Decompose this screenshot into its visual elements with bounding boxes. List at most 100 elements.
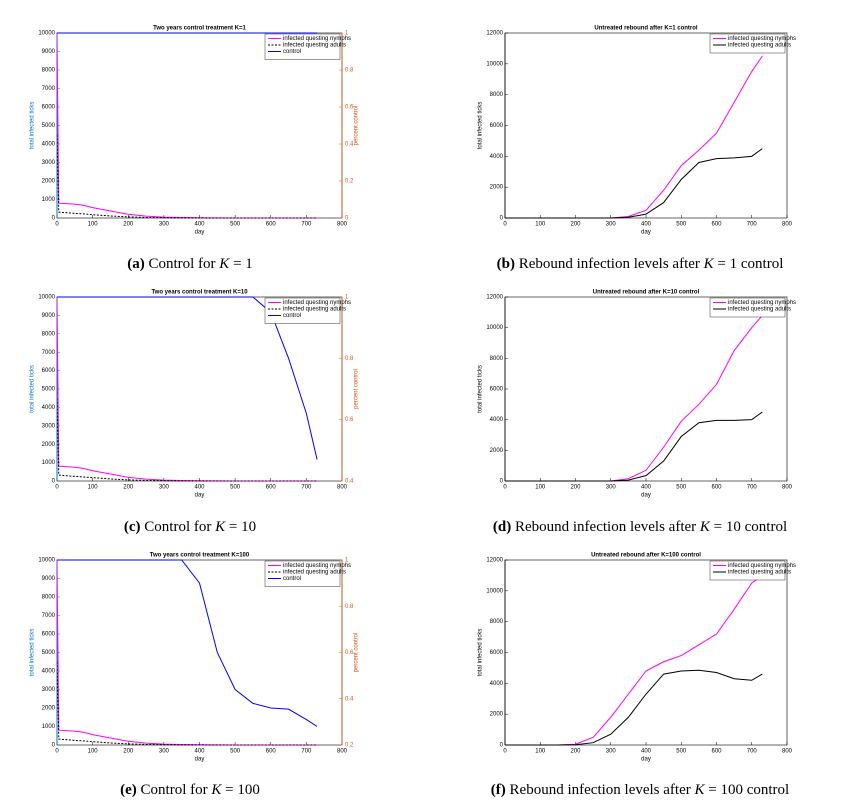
y-tick-label: 9000 bbox=[42, 313, 56, 319]
caption-label: (b) bbox=[496, 256, 515, 272]
y-tick-label: 4000 bbox=[42, 142, 56, 148]
x-tick-label: 500 bbox=[676, 485, 687, 491]
lines bbox=[57, 32, 318, 219]
y2-tick-label: 0.6 bbox=[345, 105, 354, 111]
x-tick-label: 400 bbox=[641, 222, 652, 228]
caption-var: K bbox=[699, 519, 710, 535]
y2-tick-label: 0.6 bbox=[345, 650, 354, 656]
y-tick-label: 2000 bbox=[42, 442, 56, 448]
y-tick-label: 12000 bbox=[486, 31, 503, 37]
x-tick-label: 200 bbox=[570, 485, 581, 491]
chart-title: Two years control treatment K=1 bbox=[153, 26, 246, 32]
x-tick-label: 0 bbox=[55, 749, 59, 755]
x-tick-label: 400 bbox=[194, 222, 205, 228]
y-tick-label: 10000 bbox=[38, 558, 55, 564]
x-tick-label: 0 bbox=[55, 222, 59, 228]
chart-title: Untreated rebound after K=100 control bbox=[591, 553, 701, 559]
plot-area bbox=[504, 32, 788, 219]
x-tick-label: 400 bbox=[194, 485, 205, 491]
y-tick-label: 10000 bbox=[38, 295, 55, 301]
x-tick-label: 800 bbox=[337, 749, 348, 755]
caption: (a) Control for K = 1 bbox=[127, 256, 253, 273]
x-tick-label: 700 bbox=[747, 222, 758, 228]
caption: (e) Control for K = 100 bbox=[120, 782, 260, 799]
y-tick-label: 8000 bbox=[490, 619, 504, 625]
y2-tick-label: 1 bbox=[345, 558, 349, 564]
x-tick-label: 500 bbox=[230, 485, 241, 491]
y-tick-label: 0 bbox=[500, 216, 504, 222]
y-tick-label: 2000 bbox=[42, 706, 56, 712]
plot-area bbox=[56, 296, 343, 482]
lines bbox=[57, 559, 318, 746]
caption: (b) Rebound infection levels after K = 1… bbox=[497, 256, 784, 273]
y2-tick-label: 1 bbox=[345, 295, 349, 301]
legend-label: infected questing nymphs bbox=[283, 36, 351, 42]
series-line bbox=[57, 32, 318, 219]
y-tick-label: 8000 bbox=[490, 92, 504, 98]
legend-box bbox=[709, 560, 786, 581]
chart-title: Two years control treatment K=10 bbox=[151, 290, 248, 296]
x-tick-label: 200 bbox=[570, 222, 581, 228]
x-tick-label: 300 bbox=[159, 749, 170, 755]
legend-label: infected questing adults bbox=[283, 570, 346, 576]
legend-label: infected questing adults bbox=[283, 43, 346, 49]
x-tick-label: 200 bbox=[123, 749, 134, 755]
caption-text: Control for bbox=[148, 256, 216, 272]
series-line bbox=[57, 296, 318, 482]
y2-tick-label: 0.4 bbox=[345, 696, 354, 702]
y2-axis-label: percent control bbox=[354, 106, 360, 146]
y-tick-label: 0 bbox=[52, 743, 56, 749]
y-tick-label: 0 bbox=[52, 216, 56, 222]
caption-text: = 10 bbox=[228, 519, 257, 535]
y-tick-label: 6000 bbox=[42, 632, 56, 638]
x-tick-label: 500 bbox=[230, 222, 241, 228]
caption-var: K bbox=[219, 256, 230, 272]
chart-panel: Two years control treatment K=10 100 200 30… bbox=[30, 26, 360, 236]
y-tick-label: 9000 bbox=[42, 49, 56, 55]
legend-box bbox=[709, 33, 786, 54]
y-tick-label: 6000 bbox=[490, 650, 504, 656]
caption-text: Rebound infection levels after bbox=[518, 256, 700, 272]
x-tick-label: 0 bbox=[503, 222, 507, 228]
chart-panel: Untreated rebound after K=10 control 0 100… bbox=[478, 290, 796, 499]
x-tick-label: 600 bbox=[711, 222, 722, 228]
x-tick-label: 700 bbox=[301, 485, 312, 491]
y-axis-label: total infected ticks bbox=[478, 102, 484, 150]
chart-panel: Untreated rebound after K=1 control 0 100 2… bbox=[478, 26, 796, 236]
series-line bbox=[505, 411, 763, 482]
legend-label: infected questing nymphs bbox=[728, 36, 796, 42]
x-tick-label: 100 bbox=[535, 485, 546, 491]
caption-text: Rebound infection levels after bbox=[509, 782, 691, 798]
lines bbox=[505, 315, 763, 482]
legend-label: infected questing nymphs bbox=[283, 563, 351, 569]
caption-text: = 1 control bbox=[717, 256, 784, 272]
x-tick-label: 100 bbox=[88, 749, 99, 755]
x-tick-label: 300 bbox=[159, 222, 170, 228]
plot-area bbox=[56, 32, 343, 219]
y2-tick-label: 0.8 bbox=[345, 68, 354, 74]
x-tick-label: 600 bbox=[266, 222, 277, 228]
x-tick-label: 800 bbox=[782, 749, 793, 755]
x-tick-label: 800 bbox=[782, 222, 793, 228]
x-tick-label: 100 bbox=[88, 485, 99, 491]
y-tick-label: 5000 bbox=[42, 650, 56, 656]
y-tick-label: 6000 bbox=[490, 387, 504, 393]
x-tick-label: 400 bbox=[641, 485, 652, 491]
y-axis-label: total infected ticks bbox=[478, 365, 484, 413]
x-tick-label: 300 bbox=[606, 222, 617, 228]
x-tick-label: 200 bbox=[123, 485, 134, 491]
y-axis-label: total infected ticks bbox=[30, 365, 36, 413]
y-tick-label: 1000 bbox=[42, 197, 56, 203]
x-tick-label: 700 bbox=[301, 749, 312, 755]
x-tick-label: 600 bbox=[711, 749, 722, 755]
y2-tick-label: 0.4 bbox=[345, 479, 354, 485]
y-tick-label: 0 bbox=[52, 479, 56, 485]
y2-tick-label: 0.6 bbox=[345, 417, 354, 423]
y-tick-label: 4000 bbox=[490, 681, 504, 687]
x-tick-label: 300 bbox=[159, 485, 170, 491]
legend-label: infected questing nymphs bbox=[728, 300, 796, 306]
